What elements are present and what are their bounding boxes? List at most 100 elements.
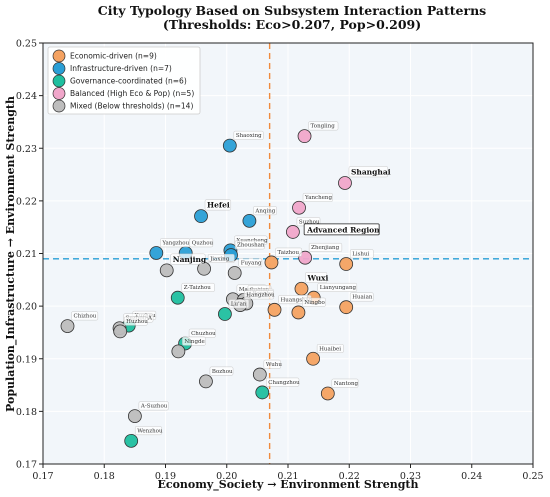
point-label-bg (348, 166, 388, 178)
point-label: Quzhou (192, 240, 214, 246)
data-point-mix (199, 374, 213, 389)
point-label-bg (302, 297, 326, 307)
data-point-gov (218, 307, 232, 321)
point-label-bg (316, 344, 344, 353)
point-label: Jiaxing (209, 256, 230, 262)
y-tick-label: 0.18 (16, 407, 37, 418)
data-point-mix (252, 367, 267, 382)
data-point-mix (127, 409, 142, 424)
data-point-eco (267, 302, 282, 317)
point-label: Wuxi (306, 273, 328, 282)
point-label: Huzhou (126, 319, 148, 325)
point-label: Huangshan (281, 297, 313, 303)
point-label: A-Suzhou (140, 404, 168, 410)
point-label: Fuyang (241, 260, 262, 266)
point-label-bg (123, 316, 148, 326)
point-label-bg (204, 199, 231, 211)
labels-layer: Tongling Shanghai Yancheng Suzhou Zhenjiang S… (71, 121, 391, 436)
data-point-eco (339, 257, 354, 271)
legend-label-bal: Balanced (High Eco & Pop) (n=5) (70, 89, 194, 98)
point-label-bg (302, 193, 333, 202)
y-tick-label: 0.25 (16, 39, 37, 50)
point-label: Chizhou (74, 314, 97, 320)
data-point-infra (194, 209, 208, 224)
data-point-infra (149, 246, 164, 260)
point-label: Yangzhou (161, 240, 189, 246)
point-label-bg (317, 283, 358, 292)
legend-label-gov: Governance-coordinated (n=6) (70, 77, 187, 86)
point-label: Wuhu (266, 362, 283, 368)
point-label: Shaoxing (236, 133, 262, 139)
point-label-bg (308, 121, 339, 131)
point-label: Huaibei (319, 346, 341, 352)
y-tick-label: 0.20 (16, 302, 37, 313)
x-tick-label: 0.21 (277, 471, 298, 482)
point-label: Huaian (352, 295, 373, 301)
data-point-mix (171, 344, 186, 359)
data-point-gov (170, 290, 185, 305)
y-tick-label: 0.19 (16, 354, 37, 365)
x-tick-label: 0.19 (155, 471, 176, 482)
point-label: Wenzhou (137, 428, 163, 434)
point-label: Z-Taizhou (184, 285, 212, 291)
legend-marker-mix (52, 99, 66, 113)
x-tick-label: 0.23 (400, 471, 421, 482)
point-label: Shanghai (351, 167, 391, 176)
data-point-infra (242, 213, 257, 228)
legend-box (47, 46, 201, 115)
data-point-gov (255, 385, 270, 400)
x-axis-label: Economy_Society → Environment Strength (157, 478, 418, 492)
point-label-bg (228, 299, 250, 309)
point-label: Hefei (207, 201, 230, 210)
point-label-bg (305, 272, 328, 283)
data-point-infra (222, 138, 237, 153)
point-label: Lishui (352, 252, 369, 258)
legend-label-mix: Mixed (Below thresholds) (n=14) (70, 102, 193, 111)
x-tick-label: 0.24 (461, 471, 482, 482)
data-point-bal (297, 129, 312, 144)
point-label-bg (234, 240, 265, 250)
point-label: Lu'an (231, 302, 247, 308)
data-point-eco (320, 386, 335, 401)
x-tick-label: 0.22 (339, 471, 360, 482)
legend-marker-infra (52, 62, 66, 75)
point-label: Zhenjiang (311, 245, 339, 251)
legend: Economic-driven (n=9) Infrastructure-driv… (47, 46, 201, 115)
point-label-bg (275, 247, 302, 257)
data-point-mix (113, 324, 128, 339)
chart-title-line2: (Thresholds: Eco>0.207, Pop>0.209) (163, 17, 421, 32)
legend-marker-bal (52, 87, 66, 100)
legend-marker-gov (52, 74, 66, 88)
data-point-eco (306, 351, 321, 366)
data-point-bal (292, 200, 306, 215)
point-label-bg (181, 283, 215, 292)
point-label: Anqing (254, 208, 275, 214)
data-point-eco (339, 300, 354, 315)
legend-marker-eco (52, 49, 66, 63)
point-label-bg (349, 292, 374, 302)
x-tick-label: 0.17 (32, 471, 53, 482)
chart-title-line1: City Typology Based on Subsystem Interac… (98, 3, 486, 18)
point-label: Hangzhou (246, 293, 275, 299)
point-label-bg (349, 249, 374, 259)
point-label: Suzhou (299, 219, 320, 225)
point-label-bg (308, 243, 343, 252)
point-label: Changzhou (268, 380, 300, 386)
point-label-bg (71, 311, 99, 321)
point-label: Tongling (311, 124, 336, 130)
point-label-bg (266, 377, 300, 387)
annotation-box (303, 223, 380, 236)
point-label-bg (209, 366, 234, 376)
point-label: Nantong (334, 381, 359, 387)
point-label-bg (134, 426, 162, 436)
point-label-bg (253, 206, 277, 216)
y-axis-ticks: 0.17 0.18 0.19 0.20 0.21 0.22 0.23 0.24 0.25 (16, 39, 43, 471)
annotation-layer: Advanced Region (303, 223, 380, 236)
data-point-bal (285, 225, 300, 239)
y-axis-label: Population_Infrastructure → Environment … (4, 96, 18, 412)
point-label-bg (263, 359, 281, 369)
point-label-bg (170, 253, 206, 265)
point-label: Ningbo (304, 300, 325, 306)
y-tick-label: 0.21 (16, 249, 37, 260)
